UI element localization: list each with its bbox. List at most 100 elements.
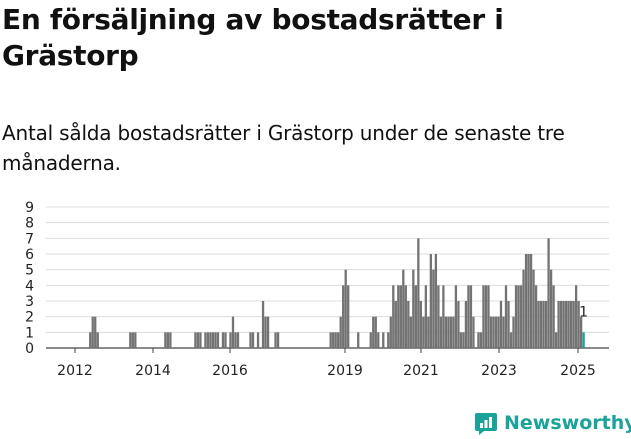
bar [209, 332, 212, 348]
bar [559, 301, 563, 348]
y-tick-label: 1 [25, 325, 34, 341]
bar [382, 332, 385, 348]
y-tick-label: 8 [25, 216, 34, 232]
bar [229, 332, 232, 348]
bar [529, 254, 533, 348]
bar [444, 316, 448, 348]
bar [579, 316, 583, 348]
bar [332, 332, 335, 348]
bar [427, 316, 430, 348]
bar [562, 301, 565, 348]
bar [387, 332, 390, 348]
bar [464, 301, 468, 348]
bar [347, 285, 350, 348]
bar [372, 316, 375, 348]
bar [199, 332, 202, 348]
bar [502, 316, 505, 348]
bar [482, 285, 485, 348]
bar [572, 301, 575, 348]
bar [261, 301, 265, 348]
bar [459, 332, 463, 348]
newsworthy-logo: Newsworthy [474, 408, 631, 438]
bar [389, 316, 392, 348]
bar [329, 332, 332, 348]
bar [457, 301, 460, 348]
bar [519, 285, 523, 348]
bar [547, 238, 550, 348]
bar [539, 301, 543, 348]
bar [542, 301, 545, 348]
bar [504, 285, 508, 348]
bar [407, 301, 410, 348]
bar [554, 332, 558, 348]
bar [527, 254, 530, 348]
bar [472, 316, 475, 348]
bar [467, 285, 470, 348]
x-tick-label: 2016 [212, 363, 248, 379]
bar [166, 332, 170, 348]
bar [266, 316, 270, 348]
highlight-label: 1 [579, 304, 588, 320]
bar [489, 316, 493, 348]
bar [377, 332, 380, 348]
bar [369, 332, 372, 348]
y-tick-label: 5 [25, 263, 34, 279]
bar [517, 285, 520, 348]
bar [234, 332, 237, 348]
bar [494, 316, 498, 348]
bar [537, 301, 540, 348]
bar [419, 301, 422, 348]
bar [211, 332, 215, 348]
bar [134, 332, 137, 348]
bar [194, 332, 197, 348]
bar [94, 316, 97, 348]
x-tick-label: 2023 [481, 363, 517, 379]
bar [357, 332, 360, 348]
bar [249, 332, 252, 348]
bar [96, 332, 99, 348]
bar [206, 332, 210, 348]
x-tick-label: 2025 [560, 363, 596, 379]
bar [399, 285, 402, 348]
bar [429, 254, 433, 348]
bar [424, 285, 428, 348]
bar [196, 332, 200, 348]
bar [477, 332, 480, 348]
bar [216, 332, 220, 348]
x-tick-label: 2019 [327, 363, 363, 379]
bar [402, 269, 405, 348]
bar [484, 285, 488, 348]
x-tick-label: 2012 [57, 363, 93, 379]
bar [509, 332, 513, 348]
bar [569, 301, 573, 348]
bar [409, 316, 412, 348]
bar [394, 301, 397, 348]
bar [437, 285, 440, 348]
bar [276, 332, 280, 348]
bar [334, 332, 337, 348]
bar [344, 269, 347, 348]
bar [256, 332, 260, 348]
bar [432, 269, 435, 348]
chart-title: En försäljning av bostadsrätter i Grästo… [2, 3, 504, 72]
bar [412, 269, 415, 348]
bar [452, 316, 455, 348]
bar [567, 301, 570, 348]
bar [434, 254, 438, 348]
y-tick-label: 3 [25, 294, 34, 310]
bar [522, 269, 525, 348]
y-tick-label: 9 [25, 200, 34, 216]
bar [422, 316, 425, 348]
bar [577, 301, 580, 348]
chart-subtitle: Antal sålda bostadsrätter i Grästorp und… [2, 121, 565, 175]
bar [214, 332, 217, 348]
y-tick-label: 7 [25, 231, 34, 247]
bar [449, 316, 453, 348]
bar [339, 316, 342, 348]
bar [549, 269, 553, 348]
bar [447, 316, 450, 348]
newsworthy-logo-text: Newsworthy [504, 412, 631, 434]
bar [497, 316, 500, 348]
bar [129, 332, 132, 348]
bar-highlight [582, 332, 585, 348]
